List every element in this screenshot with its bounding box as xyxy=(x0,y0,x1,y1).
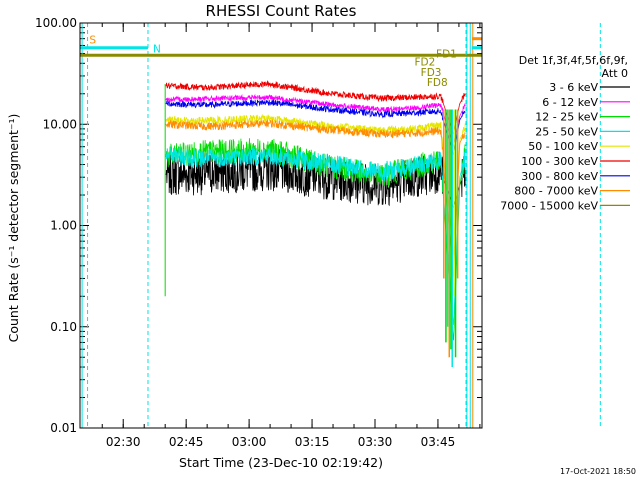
y-tick-label: 0.10 xyxy=(50,320,77,334)
x-tick-label: 03:00 xyxy=(232,435,267,449)
y-axis-label: Count Rate (s⁻¹ detector segment⁻¹) xyxy=(6,114,21,343)
legend-label: 100 - 300 keV xyxy=(521,155,598,168)
y-tick-label: 0.01 xyxy=(50,421,77,435)
series-25-50-keV-line xyxy=(165,146,466,325)
x-tick-label: 03:30 xyxy=(358,435,393,449)
legend-label: 50 - 100 keV xyxy=(528,140,598,153)
x-tick-label: 02:30 xyxy=(106,435,141,449)
y-tick-label: 10.00 xyxy=(43,117,77,131)
legend-label: 3 - 6 keV xyxy=(549,81,598,94)
chart-title: RHESSI Count Rates xyxy=(206,2,357,20)
legend-label: 6 - 12 keV xyxy=(542,96,598,109)
legend-label: 7000 - 15000 keV xyxy=(500,199,598,212)
legend-label: 25 - 50 keV xyxy=(535,125,598,138)
legend-label: 300 - 800 keV xyxy=(521,170,598,183)
annotation-fd2: FD2 xyxy=(414,57,435,69)
legend-subtitle: Att 0 xyxy=(602,67,628,80)
series-6-12-keV-line xyxy=(165,93,466,148)
x-tick-label: 02:45 xyxy=(169,435,204,449)
legend-label: 800 - 7000 keV xyxy=(514,185,598,198)
annotation-s: S xyxy=(89,35,96,47)
plot-frame xyxy=(79,22,483,429)
series-800-7000-keV-line xyxy=(165,118,466,277)
series-300-800-keV-line xyxy=(165,99,466,156)
annotation-fd8: FD8 xyxy=(427,77,448,89)
series-100-300-keV-line xyxy=(165,80,466,135)
annotation-n: N xyxy=(153,44,161,56)
annotation-fd1: FD1 xyxy=(436,48,457,60)
y-tick-label: 100.00 xyxy=(35,16,77,30)
legend-title: Det 1f,3f,4f,5f,6f,9f, xyxy=(519,54,628,67)
x-tick-label: 03:45 xyxy=(421,435,456,449)
annotation-fd3: FD3 xyxy=(421,67,442,79)
legend-label: 12 - 25 keV xyxy=(535,111,598,124)
footer-timestamp: 17-Oct-2021 18:50 xyxy=(560,467,636,476)
x-tick-label: 03:15 xyxy=(295,435,330,449)
y-tick-label: 1.00 xyxy=(50,219,77,233)
x-axis-label: Start Time (23-Dec-10 02:19:42) xyxy=(179,455,383,470)
